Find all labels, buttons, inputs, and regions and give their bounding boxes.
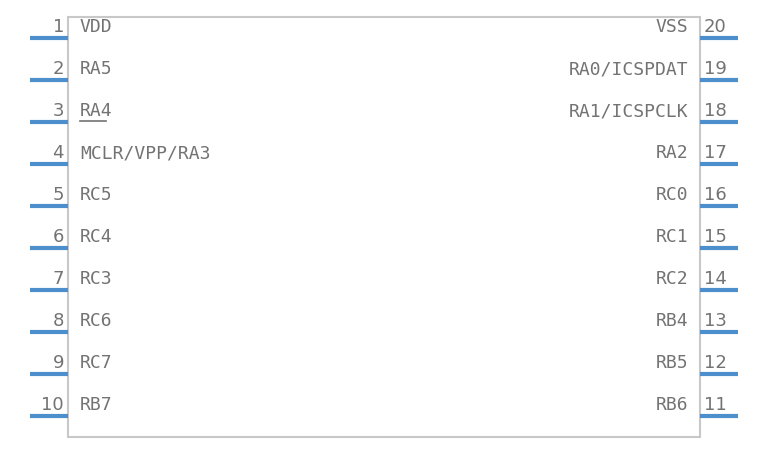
- Text: RA5: RA5: [80, 60, 113, 78]
- Text: RA1/ICSPCLK: RA1/ICSPCLK: [568, 102, 688, 120]
- Text: 11: 11: [704, 396, 727, 413]
- Text: 15: 15: [704, 228, 727, 246]
- Text: 18: 18: [704, 102, 727, 120]
- Text: 12: 12: [704, 354, 727, 372]
- Text: 14: 14: [704, 270, 727, 288]
- Text: RC1: RC1: [655, 228, 688, 246]
- Text: 19: 19: [704, 60, 727, 78]
- Text: 5: 5: [52, 186, 64, 204]
- Text: 3: 3: [52, 102, 64, 120]
- Text: RC0: RC0: [655, 186, 688, 204]
- Text: MCLR/VPP/RA3: MCLR/VPP/RA3: [80, 144, 210, 162]
- Text: 16: 16: [704, 186, 727, 204]
- Text: 6: 6: [53, 228, 64, 246]
- Text: RC4: RC4: [80, 228, 113, 246]
- Text: RB7: RB7: [80, 396, 113, 413]
- Text: RA4: RA4: [80, 102, 113, 120]
- Text: RC2: RC2: [655, 270, 688, 288]
- Text: 13: 13: [704, 312, 727, 330]
- Text: 8: 8: [53, 312, 64, 330]
- Text: 7: 7: [52, 270, 64, 288]
- Text: RB6: RB6: [655, 396, 688, 413]
- Text: RC7: RC7: [80, 354, 113, 372]
- Text: RB4: RB4: [655, 312, 688, 330]
- Text: RB5: RB5: [655, 354, 688, 372]
- Text: RC5: RC5: [80, 186, 113, 204]
- Text: 1: 1: [53, 18, 64, 36]
- Text: RA2: RA2: [655, 144, 688, 162]
- Text: 20: 20: [704, 18, 727, 36]
- Bar: [68, 18, 700, 437]
- Text: RC6: RC6: [80, 312, 113, 330]
- Text: 10: 10: [41, 396, 64, 413]
- Text: RC3: RC3: [80, 270, 113, 288]
- Text: RA0/ICSPDAT: RA0/ICSPDAT: [568, 60, 688, 78]
- Text: 17: 17: [704, 144, 727, 162]
- Text: VDD: VDD: [80, 18, 113, 36]
- Text: 9: 9: [52, 354, 64, 372]
- Text: 2: 2: [52, 60, 64, 78]
- Text: VSS: VSS: [655, 18, 688, 36]
- Text: 4: 4: [52, 144, 64, 162]
